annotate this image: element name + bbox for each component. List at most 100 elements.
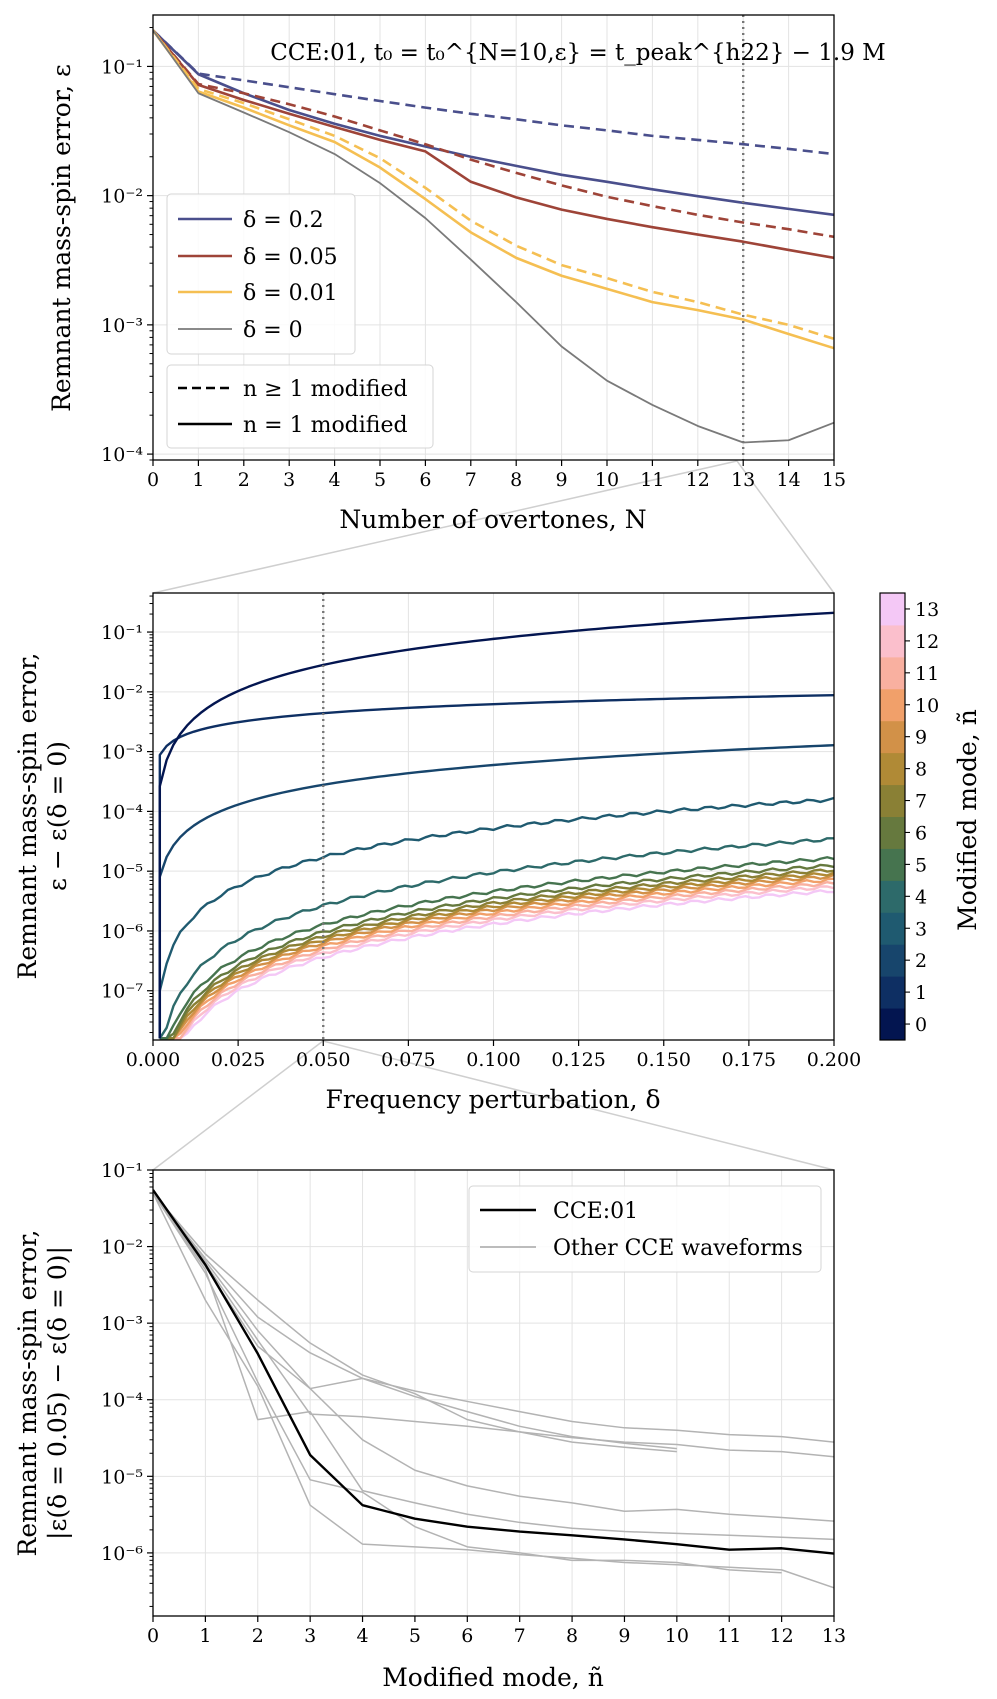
middle-series-line	[158, 796, 834, 1039]
bottom-series-other-line	[153, 1192, 677, 1453]
top-x-tick-label: 11	[640, 469, 664, 491]
top-series-line	[153, 29, 834, 260]
top-plot-frame	[152, 14, 835, 461]
bottom-x-tick-label: 8	[566, 1625, 578, 1647]
colorbar-tick-label: 2	[915, 950, 927, 972]
middle-x-tick-label: 0.150	[637, 1049, 691, 1071]
bottom-x-tick-label: 12	[770, 1625, 794, 1647]
top-x-tick-label: 8	[510, 469, 522, 491]
top-series-line	[153, 29, 834, 156]
middle-x-tick-label: 0.175	[722, 1049, 776, 1071]
top-y-axis-label: Remnant mass-spin error, ε	[47, 64, 76, 412]
middle-panel: 0.000 0.025 0.050 0.075 0.100 0.125 0.150 0.175…	[13, 592, 982, 1114]
colorbar-swatch	[880, 848, 905, 881]
middle-y-tick-label: 10⁻³	[101, 742, 143, 764]
bottom-series-other-line	[153, 1192, 834, 1541]
colorbar-tick-label: 4	[915, 886, 927, 908]
colorbar-label: Modified mode, ñ	[953, 709, 982, 931]
legend-label-n-ge-1: n ≥ 1 modified	[243, 377, 408, 402]
middle-series-line	[158, 837, 834, 1039]
colorbar-swatch	[880, 912, 905, 945]
bottom-y-tick-label: 10⁻³	[101, 1313, 143, 1335]
top-y-tick-label: 10⁻³	[101, 315, 143, 337]
bottom-x-tick-label: 2	[252, 1625, 264, 1647]
colorbar-tick-label: 12	[915, 631, 939, 653]
bottom-x-axis-label: Modified mode, ñ	[382, 1663, 604, 1692]
colorbar-tick-label: 6	[915, 822, 927, 844]
bottom-legend: CCE:01 Other CCE waveforms	[468, 1185, 822, 1273]
middle-series-line	[159, 880, 834, 1040]
bottom-x-tick-label: 10	[665, 1625, 689, 1647]
colorbar-tick-label: 9	[915, 727, 927, 749]
colorbar-tick-label: 5	[915, 854, 927, 876]
middle-y-tick-label: 10⁻⁷	[101, 981, 143, 1003]
top-x-axis-label: Number of overtones, N	[339, 505, 646, 534]
middle-series-line	[159, 877, 834, 1040]
top-x-tick-label: 6	[419, 469, 431, 491]
legend-label-n-eq-1: n = 1 modified	[243, 413, 408, 438]
colorbar-tick-label: 0	[915, 1014, 927, 1036]
middle-ticks: 0.000 0.025 0.050 0.075 0.100 0.125 0.150 0.175…	[101, 595, 861, 1071]
bottom-x-tick-label: 7	[514, 1625, 526, 1647]
middle-series-line	[159, 868, 834, 1040]
legend-label-delta-02: δ = 0.2	[243, 208, 324, 233]
top-y-tick-label: 10⁻²	[101, 186, 143, 208]
colorbar-swatch	[880, 944, 905, 977]
middle-series-line	[159, 889, 834, 1040]
top-legend-delta: δ = 0.2 δ = 0.05 δ = 0.01 δ = 0	[166, 193, 356, 355]
colorbar-swatch	[880, 976, 905, 1009]
middle-x-tick-label: 0.075	[381, 1049, 435, 1071]
bottom-series-other-line	[153, 1192, 782, 1574]
middle-y-tick-label: 10⁻¹	[101, 622, 143, 644]
zoom-connector-left-middle	[152, 1040, 324, 1171]
top-x-tick-label: 14	[777, 469, 801, 491]
bottom-x-tick-label: 9	[618, 1625, 630, 1647]
top-x-tick-label: 2	[238, 469, 250, 491]
bottom-plot-frame	[152, 1169, 835, 1617]
colorbar-swatch	[880, 720, 905, 754]
zoom-connector-right-middle	[322, 1040, 835, 1171]
middle-series-line	[159, 885, 834, 1040]
middle-y-axis-label-line1: Remnant mass-spin error,	[13, 653, 42, 980]
top-x-tick-label: 0	[147, 469, 159, 491]
bottom-x-tick-label: 3	[304, 1625, 316, 1647]
zoom-connector-right-top	[736, 460, 835, 594]
bottom-y-axis-label-line2: |ε(δ = 0.05) − ε(δ = 0)|	[43, 1246, 73, 1540]
colorbar-tick-label: 1	[915, 982, 927, 1004]
colorbar-tick-label: 7	[915, 791, 927, 813]
colorbar-swatch	[880, 656, 905, 690]
bottom-y-tick-label: 10⁻¹	[101, 1160, 143, 1182]
top-x-tick-label: 9	[556, 469, 568, 491]
middle-series-line	[158, 693, 834, 1039]
colorbar-swatch	[880, 752, 905, 786]
middle-x-axis-label: Frequency perturbation, δ	[325, 1085, 660, 1114]
colorbar-tick-label: 3	[915, 918, 927, 940]
colorbar-tick-label: 8	[915, 759, 927, 781]
bottom-series-other-line	[153, 1192, 834, 1589]
top-y-tick-label: 10⁻¹	[101, 56, 143, 78]
colorbar-tick-label: 10	[915, 695, 939, 717]
middle-series-line	[158, 744, 834, 1039]
middle-x-tick-label: 0.025	[211, 1049, 265, 1071]
top-series-line	[153, 29, 834, 217]
bottom-y-axis-label-line1: Remnant mass-spin error,	[13, 1230, 42, 1557]
bottom-series-other-line	[153, 1192, 834, 1443]
top-series-line	[153, 29, 834, 341]
top-series-line	[153, 29, 834, 350]
top-x-tick-label: 7	[465, 469, 477, 491]
colorbar-swatch	[880, 1008, 905, 1041]
middle-grid	[152, 593, 835, 1040]
bottom-series-other-line	[153, 1192, 677, 1450]
middle-x-tick-label: 0.000	[126, 1049, 180, 1071]
bottom-y-tick-label: 10⁻⁵	[101, 1466, 143, 1488]
bottom-x-tick-label: 1	[199, 1625, 211, 1647]
bottom-y-tick-label: 10⁻⁴	[101, 1390, 143, 1412]
top-x-tick-label: 15	[822, 469, 846, 491]
legend-label-cce01: CCE:01	[553, 1199, 638, 1224]
bottom-x-tick-label: 4	[356, 1625, 368, 1647]
middle-series-group	[158, 593, 834, 1040]
top-x-tick-label: 5	[374, 469, 386, 491]
